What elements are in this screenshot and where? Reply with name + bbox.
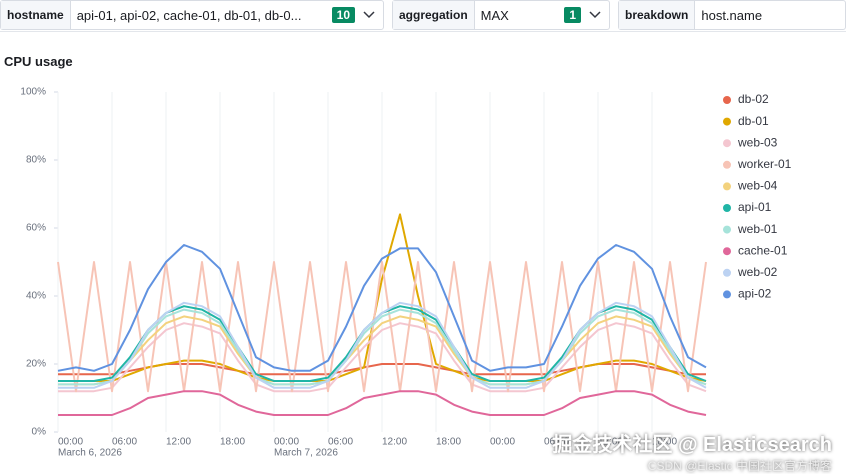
y-tick-label: 60% (26, 223, 46, 234)
legend-swatch (723, 225, 731, 234)
hostname-control[interactable]: hostname api-01, api-02, cache-01, db-01… (0, 0, 384, 30)
legend-swatch (723, 247, 731, 256)
legend-label: api-01 (738, 200, 772, 214)
y-tick-label: 40% (26, 291, 46, 302)
series-line (58, 213, 707, 382)
aggregation-control[interactable]: aggregation MAX 1 (392, 0, 610, 30)
series-line (58, 322, 707, 393)
legend-label: web-02 (737, 265, 778, 279)
legend-swatch (723, 117, 731, 126)
series-line (58, 390, 707, 416)
x-tick-date: March 7, 2026 (274, 448, 338, 459)
legend-swatch (723, 290, 731, 299)
control-label: breakdown (619, 1, 696, 29)
legend-swatch (723, 96, 731, 104)
legend-swatch (723, 204, 731, 212)
count-badge: 1 (564, 7, 581, 23)
series-line (58, 308, 707, 386)
watermark-text: CSDN @Elastic 中国社区官方博客 (647, 459, 832, 473)
x-tick-label: 18:00 (220, 437, 245, 448)
control-value: api-01, api-02, cache-01, db-01, db-0... (76, 7, 302, 23)
x-tick-label: 06:00 (328, 437, 353, 448)
legend-swatch (723, 160, 731, 169)
x-tick-label: 18:00 (436, 437, 461, 448)
legend-label: api-02 (738, 287, 772, 301)
legend-label: db-01 (738, 114, 769, 128)
watermark-text: 掘金技术社区 @ Elasticsearch (552, 434, 832, 456)
y-tick-label: 20% (26, 359, 46, 370)
x-tick-date: March 6, 2026 (58, 448, 122, 459)
legend-swatch (723, 182, 731, 191)
legend-label: web-01 (737, 222, 778, 236)
x-tick-label: 00:00 (58, 437, 83, 448)
y-tick-label: 100% (20, 87, 46, 98)
x-tick-label: 18:00 (652, 437, 677, 448)
control-label: aggregation (393, 1, 475, 29)
series-line (58, 315, 707, 386)
x-tick-label: 00:00 (274, 437, 299, 448)
series-line (58, 301, 707, 389)
legend-label: web-03 (737, 135, 778, 149)
watermark: 掘金技术社区 @ Elasticsearch CSDN @Elastic 中国社… (552, 428, 832, 474)
control-value: host.name (701, 7, 763, 23)
count-badge: 10 (331, 7, 355, 23)
y-tick-label: 80% (26, 155, 46, 166)
x-tick-label: 12:00 (598, 437, 623, 448)
x-tick-label: 00:00 (490, 437, 515, 448)
toolbar: hostname api-01, api-02, cache-01, db-01… (0, 0, 846, 32)
legend-swatch (723, 139, 731, 148)
breakdown-control[interactable]: breakdown host.name (618, 0, 846, 30)
chevron (589, 11, 601, 19)
legend-swatch (723, 268, 731, 277)
x-tick-label: 12:00 (382, 437, 407, 448)
legend-label: cache-01 (738, 243, 788, 257)
series-line (57, 244, 707, 372)
x-tick-label: 06:00 (112, 437, 137, 448)
legend-label: web-04 (737, 179, 778, 193)
legend-label: db-02 (738, 92, 769, 106)
legend-label: worker-01 (737, 157, 792, 171)
x-tick-label: 12:00 (166, 437, 191, 448)
chart-title: CPU usage (4, 54, 73, 69)
y-tick-label: 0% (32, 427, 47, 438)
control-value: MAX (480, 7, 509, 23)
control-label: hostname (1, 1, 71, 29)
chevron (363, 11, 375, 19)
x-tick-label: 06:00 (544, 437, 569, 448)
